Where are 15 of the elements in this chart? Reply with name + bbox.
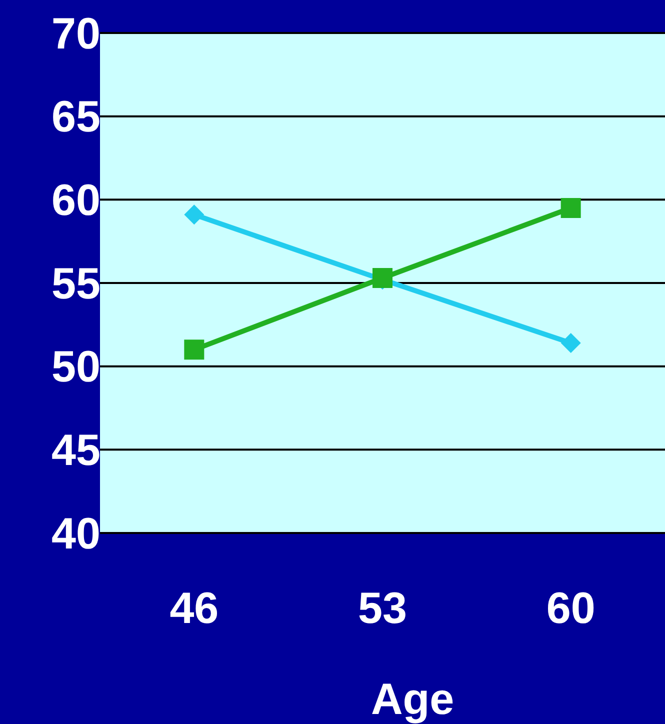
x-axis-title: Age: [370, 675, 454, 724]
y-tick-label: 45: [52, 426, 100, 476]
point: [184, 204, 204, 225]
x-tick-label: 60: [546, 584, 596, 633]
x-tick-label: 46: [170, 584, 219, 633]
y-tick-label: 65: [52, 92, 100, 142]
y-tick-label: 55: [52, 259, 100, 308]
x-tick-label: 53: [358, 584, 407, 633]
y-tick-label: 70: [52, 9, 100, 58]
y-tick-label: 60: [52, 176, 100, 226]
point: [184, 340, 204, 360]
y-tick-label: 40: [52, 509, 100, 558]
point: [560, 333, 581, 353]
y-tick-label: 50: [52, 342, 100, 392]
point: [560, 198, 581, 218]
